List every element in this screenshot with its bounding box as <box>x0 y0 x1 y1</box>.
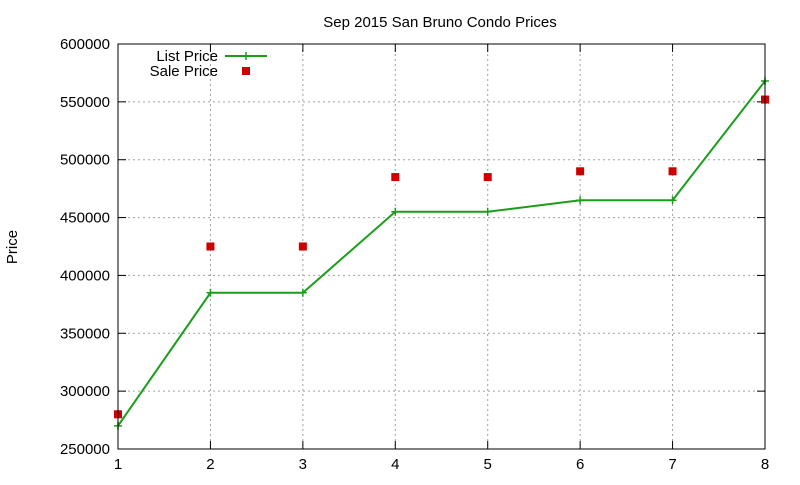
data-point <box>206 288 215 297</box>
data-point <box>483 207 492 216</box>
x-tick-label: 2 <box>206 456 214 473</box>
plot-border <box>117 43 766 450</box>
data-point <box>668 196 677 205</box>
y-tick-label: 400000 <box>60 267 110 284</box>
x-tick-label: 8 <box>761 456 769 473</box>
y-axis-label: Price <box>4 230 21 264</box>
data-point <box>391 173 400 182</box>
data-point <box>576 196 585 205</box>
grid <box>118 44 765 449</box>
y-tick-label: 300000 <box>60 383 110 400</box>
x-axis-ticks: 1 2 3 4 5 6 7 8 <box>114 44 769 473</box>
x-tick-label: 6 <box>576 456 584 473</box>
y-tick-label: 250000 <box>60 441 110 458</box>
series-sale-price <box>114 95 769 419</box>
data-point <box>298 242 307 251</box>
legend-item: List Price <box>156 48 267 65</box>
legend-label: List Price <box>156 48 218 65</box>
chart-title: Sep 2015 San Bruno Condo Prices <box>323 14 557 31</box>
legend-swatch-marker <box>242 67 250 75</box>
data-point <box>576 167 585 176</box>
data-point <box>206 242 215 251</box>
data-point <box>483 173 492 182</box>
series-list-price <box>114 77 769 430</box>
x-tick-label: 5 <box>484 456 492 473</box>
legend-swatch-marker <box>242 52 250 60</box>
series <box>114 77 769 430</box>
data-point <box>391 207 400 216</box>
y-tick-label: 350000 <box>60 325 110 342</box>
legend-item: Sale Price <box>150 63 250 80</box>
legend-label: Sale Price <box>150 63 218 80</box>
data-point <box>298 288 307 297</box>
x-tick-label: 3 <box>299 456 307 473</box>
y-tick-label: 600000 <box>60 36 110 53</box>
x-tick-label: 1 <box>114 456 122 473</box>
data-point <box>668 167 677 176</box>
y-axis-ticks: 250000 300000 350000 400000 450000 500000 5500… <box>60 36 765 458</box>
x-tick-label: 7 <box>668 456 676 473</box>
x-tick-label: 4 <box>391 456 399 473</box>
y-tick-label: 450000 <box>60 210 110 227</box>
series-line <box>117 80 766 427</box>
y-tick-label: 550000 <box>60 94 110 111</box>
y-tick-label: 500000 <box>60 152 110 169</box>
